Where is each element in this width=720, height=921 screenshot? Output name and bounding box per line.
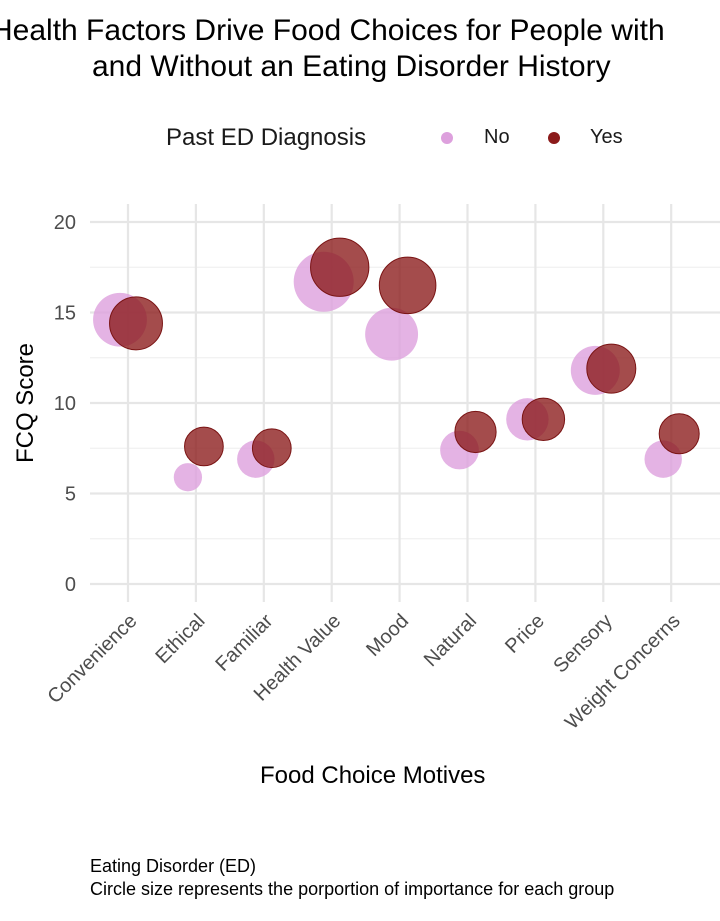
y-tick-label: 0 <box>65 574 76 596</box>
legend-title: Past ED Diagnosis <box>166 124 367 151</box>
y-tick-label: 5 <box>65 484 76 506</box>
bubble-yes <box>184 426 224 467</box>
legend: Past ED Diagnosis No Yes <box>0 118 720 158</box>
x-tick-label: Price <box>501 610 549 658</box>
x-axis-title: Food Choice Motives <box>260 762 486 789</box>
caption-line-1: Eating Disorder (ED) <box>90 856 257 876</box>
bubble-yes <box>454 410 497 454</box>
bubble-yes <box>251 428 292 469</box>
x-tick-label: Ethical <box>151 610 209 668</box>
bubble-yes <box>310 237 370 297</box>
bubble-yes <box>658 413 700 455</box>
y-axis-title: FCQ Score <box>12 342 39 464</box>
legend-label-no: No <box>484 126 510 148</box>
bubble-yes <box>521 397 566 442</box>
x-tick-label: Mood <box>362 610 413 661</box>
x-tick-label: Convenience <box>43 610 141 708</box>
chart-title-line-2: and Without an Eating Disorder History <box>92 50 611 83</box>
legend-label-yes: Yes <box>590 126 623 148</box>
x-tick-label: Familiar <box>211 610 277 676</box>
y-tick-label: 20 <box>54 212 76 234</box>
y-tick-label: 10 <box>54 393 76 415</box>
bubble-yes <box>378 256 437 315</box>
bubble-no <box>173 463 203 492</box>
legend-key-yes <box>548 132 560 144</box>
caption-line-2: Circle size represents the porportion of… <box>90 879 615 899</box>
x-tick-label: Natural <box>420 610 481 671</box>
bubble-yes <box>109 296 163 351</box>
bubble-no <box>365 307 419 361</box>
bubble-yes <box>586 343 637 394</box>
chart-title-line-1: Health Factors Drive Food Choices for Pe… <box>0 14 665 47</box>
legend-key-no <box>441 132 453 144</box>
x-tick-label: Weight Concerns <box>561 610 685 734</box>
x-tick-label: Sensory <box>549 610 616 677</box>
y-tick-label: 15 <box>54 303 76 325</box>
